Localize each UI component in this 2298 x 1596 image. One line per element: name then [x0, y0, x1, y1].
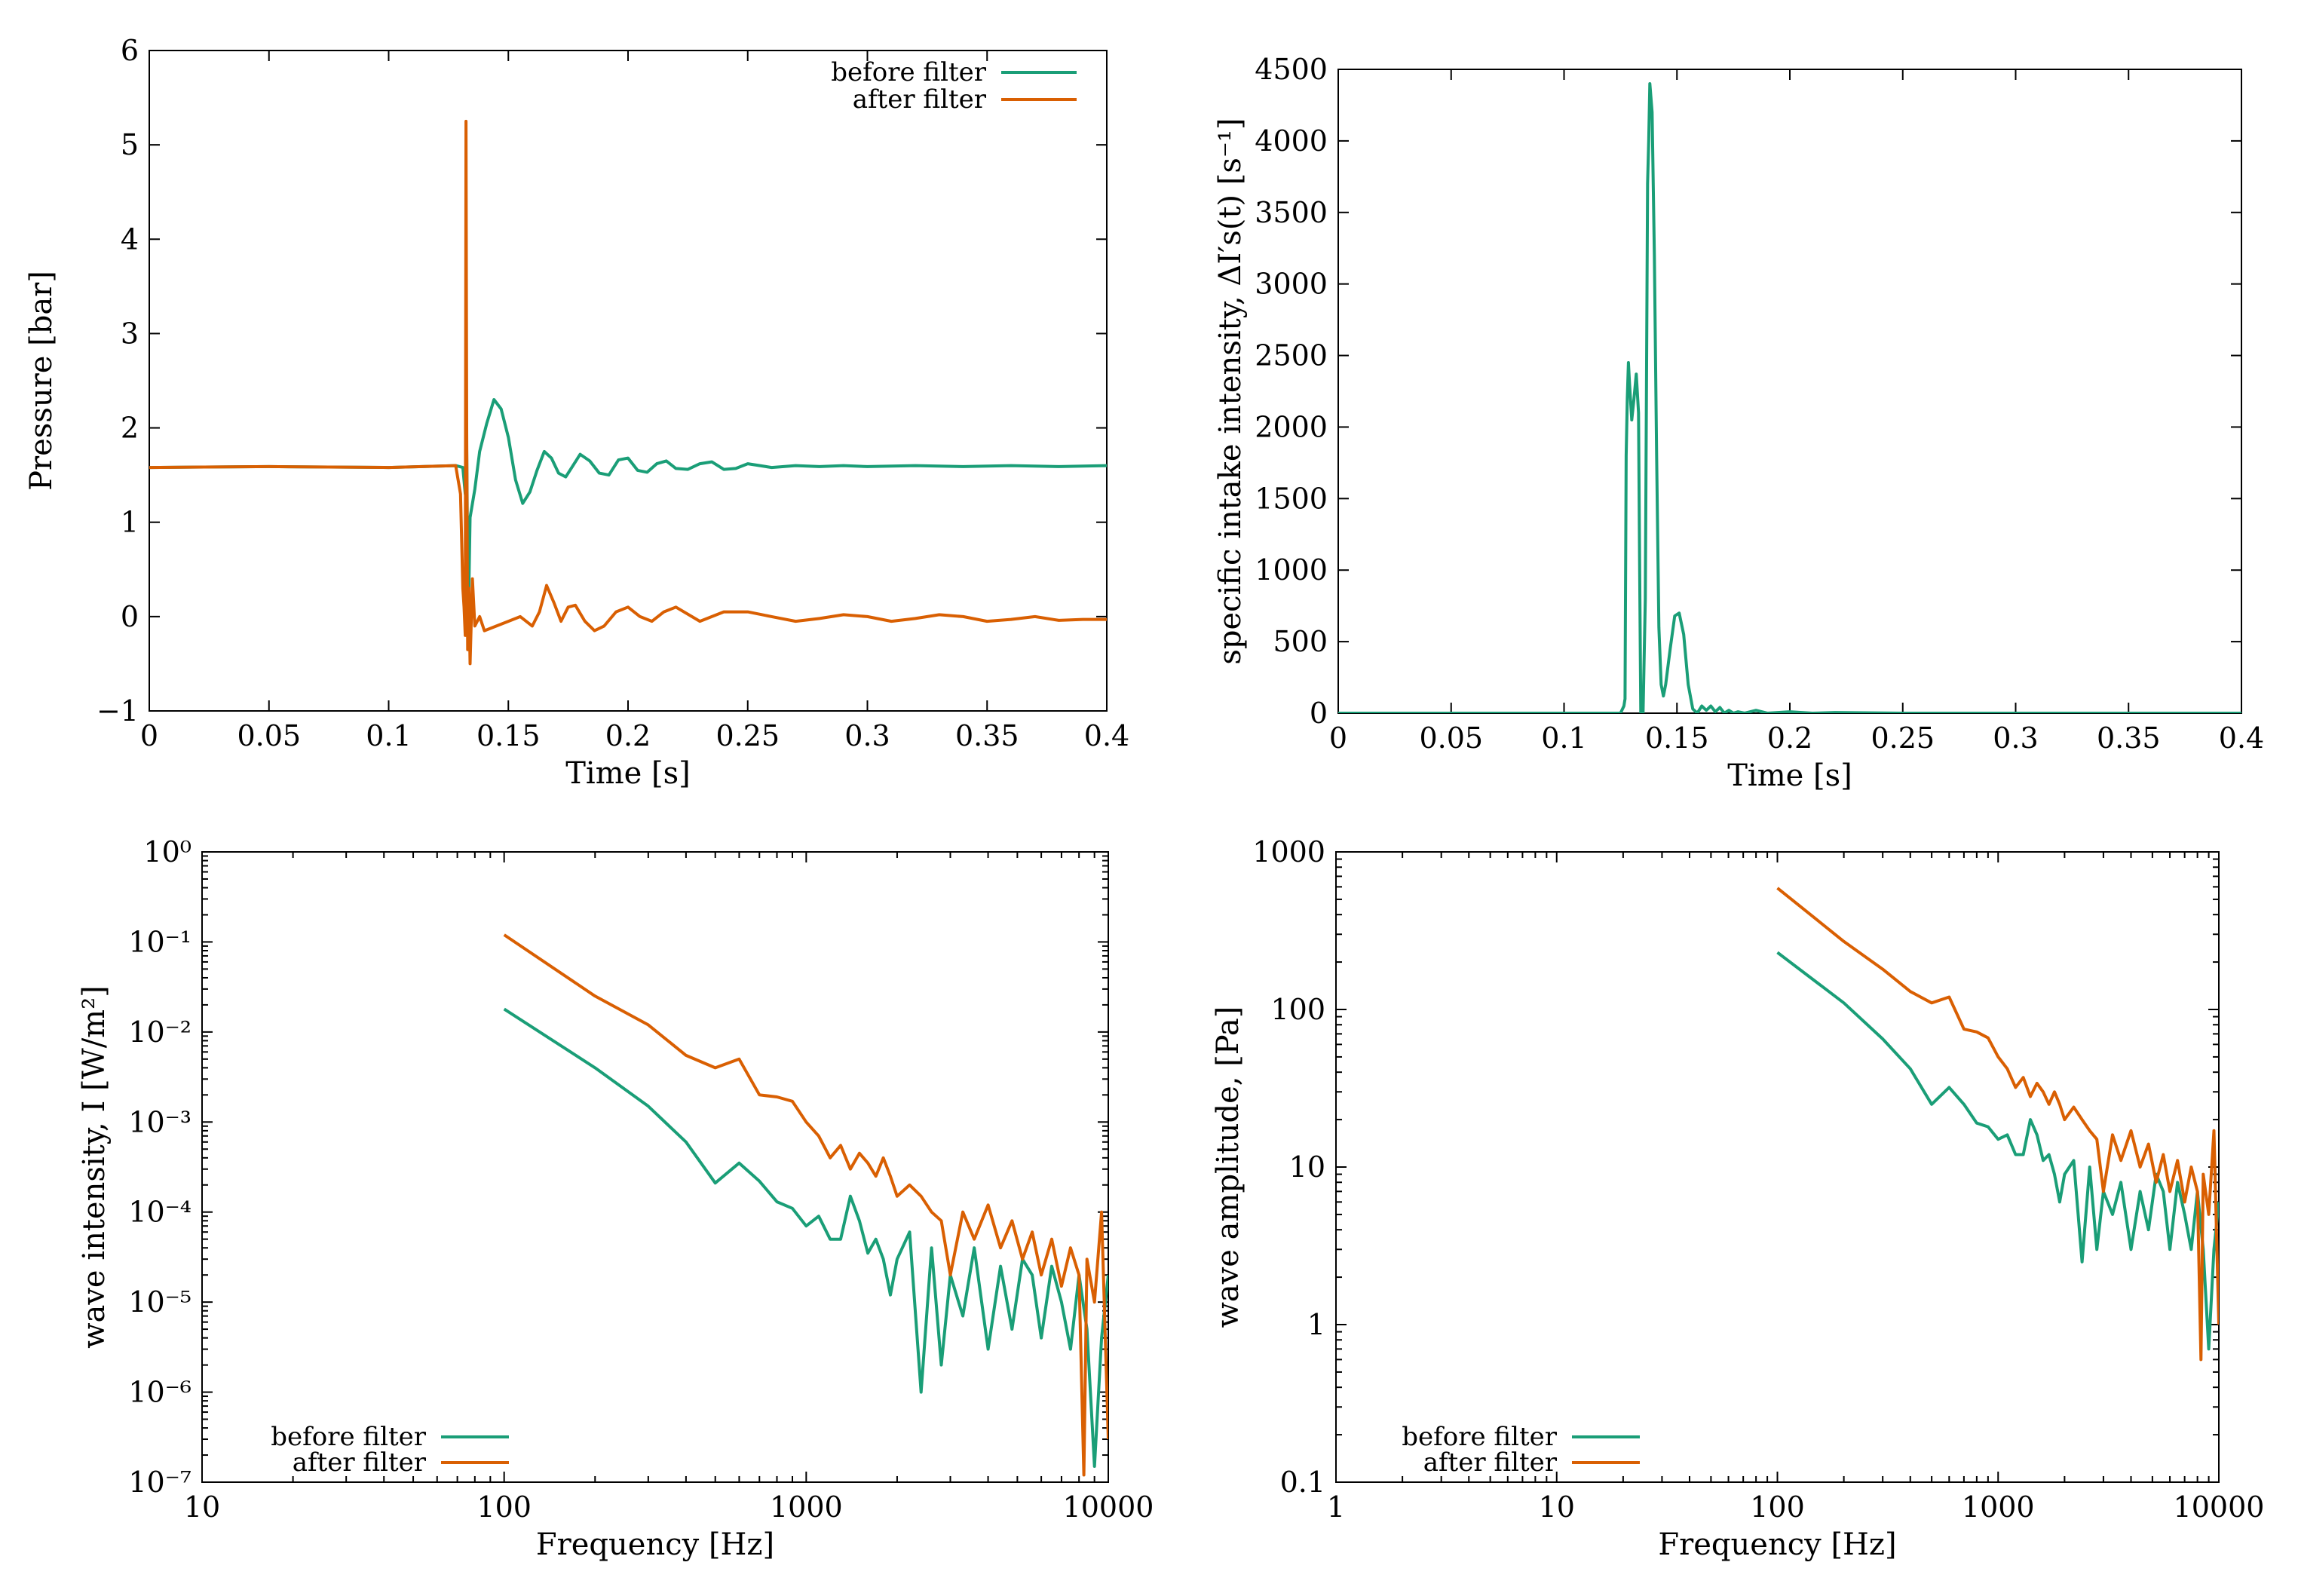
y-axis-label: specific intake intensity, ΔI′s(t) [s⁻¹] — [1213, 118, 1248, 664]
y-tick-label: 500 — [1273, 625, 1328, 658]
x-tick-label: 0 — [1329, 721, 1347, 755]
x-tick-label: 0.1 — [366, 719, 411, 752]
x-tick-label: 0.4 — [2219, 721, 2264, 755]
y-tick-label: 0.1 — [1280, 1466, 1325, 1499]
series-group — [149, 119, 1107, 666]
x-tick-label: 0.35 — [2097, 721, 2161, 755]
plot-frame — [1337, 69, 2242, 714]
x-tick-label: 0.3 — [844, 719, 890, 752]
series-line-before-filter — [149, 398, 1107, 590]
y-tick-label: 3000 — [1255, 268, 1328, 301]
x-axis-label: Frequency [Hz] — [536, 1527, 774, 1562]
legend-label: after filter — [853, 84, 987, 115]
y-axis-label: Pressure [bar] — [24, 271, 59, 491]
plot-frame — [201, 851, 1109, 1483]
y-tick-label: 10⁻² — [128, 1015, 192, 1049]
x-tick-label: 0.15 — [1645, 721, 1709, 755]
y-tick-label: 2500 — [1255, 339, 1328, 372]
series-group — [503, 933, 1108, 1477]
y-tick-label: 4500 — [1255, 53, 1328, 86]
x-axis-label: Frequency [Hz] — [1658, 1527, 1896, 1562]
y-tick-label: 10⁻⁵ — [128, 1285, 192, 1319]
plot-p1: 0 0.05 0.1 0.15 0.2 0.25 0.3 0.35 0.4−10123456Ti… — [24, 34, 1129, 791]
series-line-after-filter — [149, 119, 1107, 666]
series-group — [1338, 82, 2241, 713]
x-tick-label: 0 — [140, 719, 158, 752]
plot-p2: 0 0.05 0.1 0.15 0.2 0.25 0.3 0.35 0.4 0 500 1000 150… — [1213, 53, 2264, 793]
x-tick-label: 0.3 — [1993, 721, 2038, 755]
legend-label: before filter — [1402, 1422, 1557, 1452]
x-tick-label: 0.05 — [1419, 721, 1483, 755]
y-axis-label: wave amplitude, [Pa] — [1211, 1006, 1246, 1328]
y-tick-label: 10⁻⁴ — [128, 1196, 192, 1229]
y-tick-label: 1000 — [1252, 835, 1325, 868]
x-tick-label: 1 — [1327, 1490, 1345, 1524]
y-tick-label: 0 — [1310, 697, 1328, 730]
y-tick-label: 4000 — [1255, 124, 1328, 158]
y-tick-label: 4 — [121, 222, 139, 256]
y-tick-label: 1000 — [1255, 553, 1328, 587]
y-tick-label: 3500 — [1255, 196, 1328, 229]
y-axis-label: wave intensity, I [W/m²] — [77, 985, 112, 1349]
x-tick-label: 100 — [1750, 1490, 1805, 1524]
x-tick-label: 1000 — [770, 1490, 843, 1524]
y-tick-label: 1 — [121, 506, 139, 539]
legend-label: after filter — [1423, 1447, 1558, 1478]
x-tick-label: 0.25 — [715, 719, 780, 752]
x-tick-label: 10000 — [2174, 1490, 2265, 1524]
legend-label: before filter — [271, 1422, 426, 1452]
series-line-after-filter — [503, 933, 1108, 1477]
y-tick-label: 10⁻³ — [128, 1105, 192, 1138]
y-tick-label: 10⁰ — [143, 835, 192, 868]
x-tick-label: 10000 — [1063, 1490, 1154, 1524]
x-tick-label: 0.1 — [1541, 721, 1586, 755]
y-tick-label: 10⁻¹ — [128, 925, 192, 958]
y-tick-label: 10 — [1289, 1150, 1325, 1184]
x-tick-label: 10 — [184, 1490, 220, 1524]
y-tick-label: 1 — [1307, 1308, 1325, 1341]
plot-frame — [1335, 851, 2220, 1483]
series-line-before-filter — [1338, 82, 2241, 713]
y-tick-label: 2000 — [1255, 410, 1328, 443]
x-tick-label: 0.2 — [1767, 721, 1812, 755]
y-tick-label: 3 — [121, 317, 139, 350]
series-line-before-filter — [503, 1007, 1108, 1468]
y-tick-label: 1500 — [1255, 482, 1328, 515]
x-axis-label: Time [s] — [1727, 758, 1852, 793]
x-tick-label: 0.4 — [1084, 719, 1129, 752]
series-line-before-filter — [1776, 951, 2219, 1351]
plot-frame — [149, 50, 1108, 712]
y-tick-label: −1 — [97, 694, 139, 728]
y-tick-label: 10⁻⁷ — [128, 1466, 192, 1499]
y-tick-label: 10⁻⁶ — [128, 1376, 192, 1409]
x-tick-label: 0.35 — [955, 719, 1019, 752]
x-tick-label: 0.15 — [476, 719, 541, 752]
legend-label: before filter — [831, 57, 986, 87]
y-tick-label: 100 — [1270, 993, 1325, 1026]
x-tick-label: 0.25 — [1871, 721, 1935, 755]
x-tick-label: 100 — [476, 1490, 532, 1524]
x-tick-label: 0.2 — [605, 719, 651, 752]
plot-p3: 10 100 1000 10000 10⁻⁷ 10⁻⁶ 10⁻⁵ 10⁻⁴ 10⁻³ 10⁻² 10… — [77, 835, 1154, 1562]
x-tick-label: 0.05 — [237, 719, 301, 752]
series-line-after-filter — [1776, 887, 2219, 1362]
series-group — [1776, 887, 2219, 1362]
y-tick-label: 5 — [121, 128, 139, 161]
y-tick-label: 0 — [121, 600, 139, 633]
y-tick-label: 2 — [121, 412, 139, 445]
legend-label: after filter — [293, 1447, 427, 1478]
y-tick-label: 6 — [121, 34, 139, 67]
x-tick-label: 10 — [1539, 1490, 1575, 1524]
x-axis-label: Time [s] — [565, 756, 691, 791]
x-tick-label: 1000 — [1962, 1490, 2035, 1524]
